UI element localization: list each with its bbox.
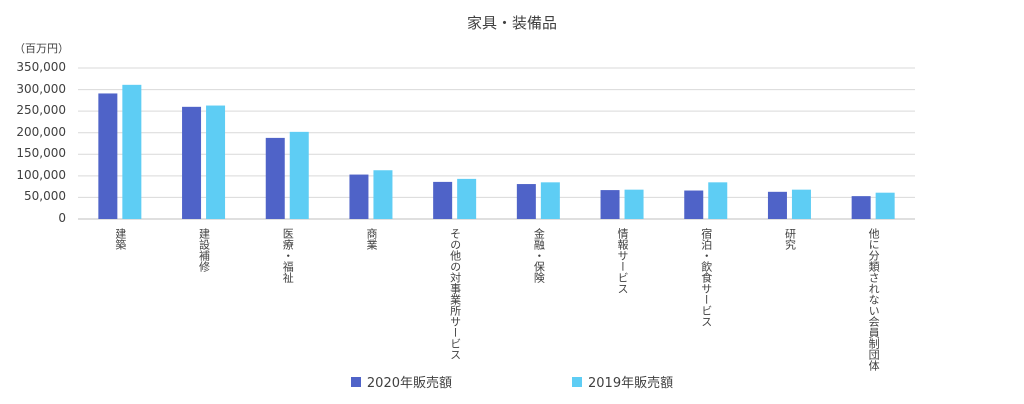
y-tick-label: 300,000 <box>16 81 66 96</box>
x-tick-label: 情報サービス <box>616 228 630 294</box>
bar-2019-8 <box>791 189 811 219</box>
x-tick-label: 他に分類されない会員制団体 <box>867 228 881 371</box>
bar-2020-4 <box>433 181 453 219</box>
y-tick-label: 50,000 <box>24 189 66 204</box>
bar-2019-1 <box>206 105 226 219</box>
x-tick-label: 金融・保険 <box>532 228 546 283</box>
legend-item-2019: 2019年販売額 <box>572 372 673 391</box>
bar-2020-7 <box>684 190 704 219</box>
legend: 2020年販売額 2019年販売額 <box>0 372 1024 391</box>
x-tick-label: 宿泊・飲食サービス <box>699 228 713 327</box>
bar-2020-0 <box>98 93 118 219</box>
x-tick-label: 建設補修 <box>197 228 211 272</box>
y-tick-label: 250,000 <box>16 103 66 118</box>
legend-swatch-2020 <box>350 376 361 387</box>
y-tick-label: 150,000 <box>16 146 66 161</box>
legend-item-2020: 2020年販売額 <box>350 372 452 391</box>
y-tick-label: 0 <box>58 211 66 225</box>
bar-2020-3 <box>349 174 369 219</box>
bar-2020-1 <box>182 106 202 219</box>
bar-2019-4 <box>457 178 477 219</box>
legend-label-2019: 2019年販売額 <box>588 376 674 391</box>
bar-2020-9 <box>851 196 871 219</box>
bar-2020-6 <box>600 190 620 219</box>
bar-2019-2 <box>289 131 309 219</box>
x-tick-label: 研究 <box>783 228 797 250</box>
bar-2019-5 <box>540 182 560 219</box>
x-tick-label: その他の対事業所サービス <box>448 228 462 360</box>
x-tick-label: 医療・福祉 <box>281 228 295 283</box>
y-tick-label: 350,000 <box>16 60 66 74</box>
chart-title: 家具・装備品 <box>466 14 557 32</box>
bar-2019-6 <box>624 189 644 219</box>
bar-2020-8 <box>767 191 787 219</box>
bar-2019-0 <box>122 84 142 219</box>
x-tick-label: 建築 <box>113 228 127 250</box>
y-tick-label: 100,000 <box>16 167 66 182</box>
bar-2019-9 <box>875 192 895 219</box>
y-tick-label: 200,000 <box>16 124 66 139</box>
y-axis-unit: （百万円） <box>14 42 69 55</box>
bar-2020-2 <box>265 137 285 219</box>
bar-2019-7 <box>708 182 728 219</box>
legend-swatch-2019 <box>572 376 582 387</box>
bar-2020-5 <box>516 184 536 219</box>
bar-2019-3 <box>373 170 393 219</box>
x-tick-label: 商業 <box>364 228 378 250</box>
legend-label-2020: 2020年販売額 <box>366 376 452 391</box>
